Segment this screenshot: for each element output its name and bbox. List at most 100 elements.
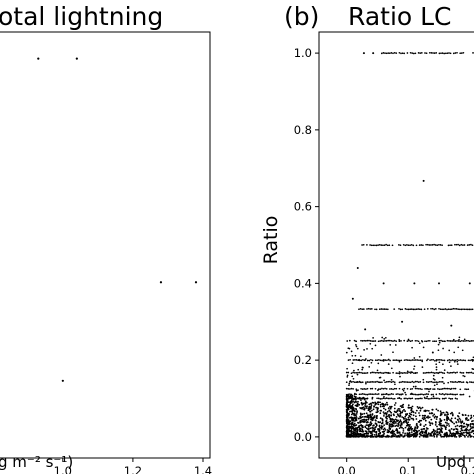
panel-b-point	[370, 308, 373, 310]
panel-b-point	[392, 413, 395, 416]
panel-b-point	[389, 418, 392, 421]
panel-b-point	[440, 359, 443, 361]
panel-b-point	[436, 383, 438, 386]
panel-b-point	[452, 307, 455, 310]
panel-b-point	[467, 388, 470, 391]
panel-b-point	[424, 52, 426, 54]
panel-b-point	[383, 395, 385, 398]
panel-b-point	[416, 339, 418, 342]
panel-b-point	[418, 421, 421, 423]
panel-b-point	[355, 435, 358, 437]
panel-b-point	[374, 359, 377, 362]
panel-b-point	[394, 411, 397, 413]
panel-b-point	[406, 435, 409, 438]
panel-b-point	[377, 340, 380, 343]
panel-b-point	[404, 415, 407, 418]
panel-b-point	[419, 424, 422, 426]
panel-b-point	[403, 52, 406, 55]
panel-b-point	[468, 340, 471, 343]
panel-b-point	[357, 421, 359, 424]
panel-b-point	[410, 371, 412, 373]
panel-b-point	[389, 428, 391, 431]
panel-b-point	[450, 365, 452, 367]
panel-b-xlabel: Upd	[436, 453, 466, 471]
panel-b-point	[356, 373, 359, 376]
panel-b-point	[465, 429, 468, 432]
panel-b-point	[407, 418, 410, 421]
panel-b-point	[402, 428, 405, 430]
panel-b-point	[388, 435, 390, 438]
panel-b-point	[410, 243, 413, 246]
panel-b-yticks: 0.0 0.2 0.4 0.6 0.8 1.0	[294, 46, 319, 444]
panel-b-point	[361, 407, 363, 410]
panel-b-point	[398, 393, 401, 396]
panel-b-point	[442, 363, 444, 366]
panel-b-point	[457, 243, 459, 246]
panel-b-point	[398, 387, 401, 390]
panel-b-point	[448, 359, 451, 361]
panel-b-point	[367, 307, 370, 310]
panel-b-point	[468, 395, 471, 398]
panel-b-point	[424, 410, 427, 413]
panel-b-point	[355, 393, 358, 396]
panel-b-point	[375, 244, 378, 247]
panel-b-point	[435, 359, 438, 362]
panel-b-point	[414, 435, 417, 438]
panel-b-point	[387, 407, 390, 410]
panel-b-point	[443, 359, 446, 362]
panel-b-point	[456, 430, 459, 433]
panel-b-point	[418, 412, 420, 414]
panel-b-point	[395, 429, 397, 432]
panel-b-point	[377, 362, 380, 365]
panel-b-point	[423, 308, 426, 311]
panel-b-point	[460, 243, 463, 246]
panel-b-point	[424, 423, 427, 426]
panel-b-point	[382, 340, 385, 342]
panel-b-point	[457, 346, 460, 349]
panel-b-point	[457, 421, 460, 423]
panel-b-point	[347, 371, 350, 374]
panel-b-point	[423, 414, 426, 417]
panel-b-point	[361, 393, 364, 395]
panel-b-frame	[318, 31, 474, 459]
panel-b-point	[386, 308, 389, 311]
panel-b-point	[437, 388, 439, 390]
panel-b-point	[368, 366, 371, 368]
panel-b-point	[429, 397, 431, 400]
panel-b-point	[382, 403, 385, 406]
panel-b-point	[355, 340, 357, 343]
panel-b-point	[379, 417, 382, 420]
panel-b-point	[441, 435, 444, 438]
panel-b-point	[464, 340, 466, 342]
panel-b-point	[421, 430, 424, 433]
panel-b-point	[364, 328, 367, 331]
panel-b-point	[449, 340, 452, 342]
panel-b-point	[377, 393, 380, 395]
panel-b-point	[356, 347, 359, 350]
panel-b-point	[432, 430, 435, 432]
panel-b-point	[424, 393, 426, 396]
panel-b-point	[453, 359, 455, 362]
panel-b-point	[371, 426, 374, 429]
panel-b-point	[469, 417, 472, 420]
panel-b-point	[390, 367, 393, 370]
panel-b-point	[417, 381, 420, 383]
panel-b-point	[407, 407, 410, 409]
panel-b-point	[408, 406, 411, 409]
panel-b-point	[394, 425, 397, 427]
panel-b-point	[406, 381, 409, 383]
panel-b-point	[402, 389, 405, 392]
panel-b-point	[353, 369, 355, 372]
panel-b-point	[348, 433, 351, 436]
panel-b-point	[382, 387, 385, 390]
panel-b-point	[360, 387, 362, 390]
panel-b-point	[445, 426, 447, 428]
panel-b-point	[407, 429, 410, 432]
panel-b-point	[437, 397, 439, 400]
panel-b-point	[426, 395, 429, 398]
panel-b-point	[440, 393, 442, 396]
panel-b-point	[406, 308, 408, 311]
panel-b-point	[432, 381, 434, 384]
panel-b-point	[390, 52, 393, 54]
panel-b-point	[359, 433, 361, 436]
